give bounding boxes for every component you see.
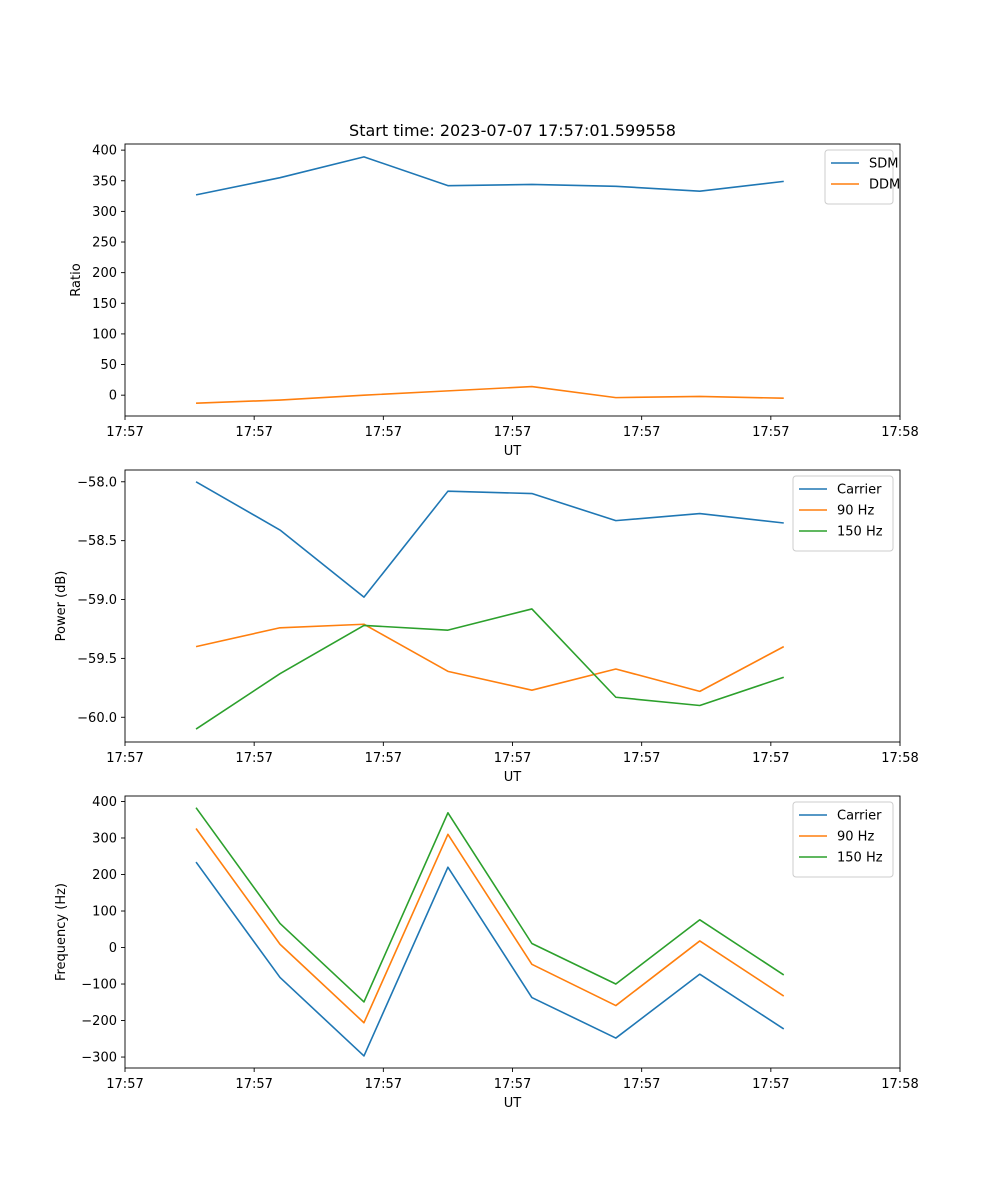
y-tick-label: −59.0: [77, 593, 117, 608]
chart-panel-2: 17:57 17:57 17:57 17:57 17:57 17:57 17:58 −60.0…: [54, 469, 919, 785]
series-line-ddm: [196, 385, 784, 404]
x-tick-label: 17:57: [623, 425, 660, 440]
x-tick-label: 17:57: [365, 1077, 402, 1092]
legend: SDM DDM: [824, 149, 900, 205]
x-axis-label: UT: [504, 444, 522, 459]
series-line-sdm: [195, 156, 784, 196]
x-tick-label: 17:57: [494, 751, 531, 766]
x-tick-label: 17:57: [752, 1077, 789, 1092]
y-tick-label: 200: [92, 868, 117, 883]
legend-label: SDM: [869, 157, 898, 172]
x-tick-label: 17:58: [881, 1077, 918, 1092]
x-tick-label: 17:57: [752, 425, 789, 440]
x-tick-label: 17:57: [623, 1077, 660, 1092]
x-tick-label: 17:57: [365, 425, 402, 440]
legend-label: 150 Hz: [837, 851, 883, 866]
y-tick-label: 100: [92, 905, 117, 920]
legend: Carrier 90 Hz 150 Hz: [792, 475, 894, 552]
series-line-carrier: [195, 481, 784, 598]
series-line-150-hz: [195, 608, 785, 730]
legend-label: DDM: [869, 178, 900, 193]
charts: 17:57 17:57 17:57 17:57 17:57 17:57 17:58 0 50 10…: [54, 143, 919, 1111]
series-line-150-hz: [195, 807, 785, 1003]
x-tick-label: 17:57: [235, 751, 272, 766]
x-tick-label: 17:57: [752, 751, 789, 766]
y-tick-label: 50: [100, 358, 117, 373]
y-tick-label: −58.0: [77, 475, 117, 490]
x-tick-label: 17:57: [623, 751, 660, 766]
series-line-90-hz: [195, 828, 785, 1024]
x-tick-label: 17:57: [235, 425, 272, 440]
y-tick-label: 250: [92, 236, 117, 251]
y-tick-label: −100: [81, 978, 117, 993]
x-tick-label: 17:57: [106, 425, 143, 440]
y-tick-label: −59.5: [77, 652, 117, 667]
y-axis-label: Power (dB): [54, 571, 69, 642]
legend-box: [792, 801, 894, 878]
legend-label: 90 Hz: [837, 504, 874, 519]
x-tick-label: 17:57: [365, 751, 402, 766]
y-axis-label: Frequency (Hz): [54, 883, 69, 981]
y-tick-label: 0: [109, 389, 117, 404]
x-tick-label: 17:58: [881, 751, 918, 766]
x-axis-label: UT: [504, 770, 522, 785]
y-tick-label: −58.5: [77, 534, 117, 549]
y-tick-label: 300: [92, 831, 117, 846]
chart-panel-3: 17:57 17:57 17:57 17:57 17:57 17:57 17:58 −300 −…: [54, 795, 919, 1111]
legend-label: 90 Hz: [837, 830, 874, 845]
chart-panel-1: 17:57 17:57 17:57 17:57 17:57 17:57 17:58 0 50 10…: [69, 143, 919, 459]
y-tick-label: 300: [92, 205, 117, 220]
y-tick-label: 100: [92, 327, 117, 342]
y-tick-label: 350: [92, 174, 117, 189]
y-tick-label: 0: [109, 941, 117, 956]
x-tick-label: 17:58: [881, 425, 918, 440]
x-tick-label: 17:57: [235, 1077, 272, 1092]
legend-label: 150 Hz: [837, 525, 883, 540]
y-tick-label: 200: [92, 266, 117, 281]
legend-box: [792, 475, 894, 552]
y-tick-label: −200: [81, 1014, 117, 1029]
y-tick-label: 150: [92, 297, 117, 312]
legend: Carrier 90 Hz 150 Hz: [792, 801, 894, 878]
legend-label: Carrier: [837, 809, 882, 824]
series-line-90-hz: [195, 623, 785, 693]
series-line-carrier: [195, 861, 785, 1057]
legend-label: Carrier: [837, 483, 882, 498]
y-tick-label: 400: [92, 795, 117, 810]
x-tick-label: 17:57: [494, 425, 531, 440]
x-tick-label: 17:57: [106, 1077, 143, 1092]
x-tick-label: 17:57: [106, 751, 143, 766]
y-tick-label: −60.0: [77, 711, 117, 726]
figure-title: Start time: 2023-07-07 17:57:01.599558: [349, 121, 676, 140]
y-axis-label: Ratio: [69, 263, 84, 296]
y-tick-label: 400: [92, 144, 117, 159]
x-axis-label: UT: [504, 1096, 522, 1111]
y-tick-label: −300: [81, 1051, 117, 1066]
x-tick-label: 17:57: [494, 1077, 531, 1092]
